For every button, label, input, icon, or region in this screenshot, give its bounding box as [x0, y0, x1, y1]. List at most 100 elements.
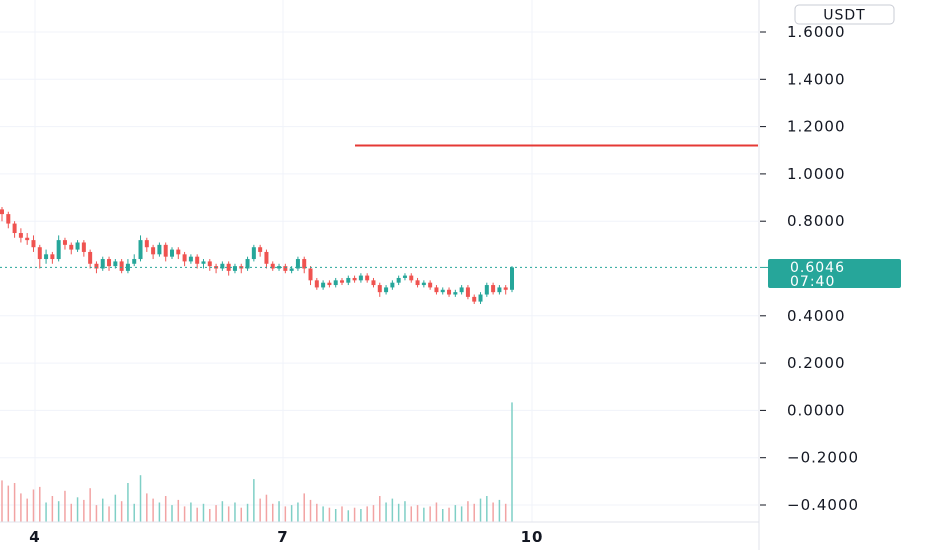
candle: [176, 247, 181, 260]
volume-bar: [271, 503, 274, 522]
candle: [258, 244, 263, 257]
volume-bar: [360, 509, 362, 522]
volume-bar: [190, 502, 192, 522]
volume-bar: [158, 502, 161, 522]
candle: [69, 242, 74, 255]
candle: [434, 285, 439, 295]
candle: [220, 261, 225, 271]
volume-bar: [183, 506, 186, 522]
volume-bar: [139, 475, 142, 522]
volume-bar: [164, 496, 167, 522]
volume-bar: [467, 501, 469, 522]
volume-bar: [152, 498, 154, 522]
candle: [314, 277, 319, 290]
volume-bar: [209, 509, 211, 522]
unit-badge[interactable]: USDT: [794, 4, 895, 25]
volume-bars: [1, 402, 513, 522]
volume-bar: [95, 505, 98, 522]
time-axis[interactable]: 4 7 10: [29, 528, 543, 546]
volume-bar: [83, 499, 85, 522]
candle: [195, 254, 200, 269]
countdown-timer: 07:40: [790, 274, 835, 290]
candle: [100, 256, 105, 271]
candle: [201, 259, 206, 269]
volume-bar: [221, 501, 224, 522]
grid-lines: [0, 0, 758, 522]
volume-bar: [492, 502, 494, 522]
x-tick-label: 10: [521, 528, 544, 546]
volume-bar: [259, 498, 261, 522]
volume-bar: [278, 501, 280, 522]
candle: [25, 233, 30, 245]
y-tick-label: 0.2000: [787, 354, 846, 372]
candle: [440, 287, 445, 295]
volume-bar: [196, 507, 198, 522]
volume-bar: [404, 501, 406, 522]
price-axis[interactable]: 1.6000 1.4000 1.2000 1.0000 0.8000 0.4000 0.20…: [760, 23, 859, 514]
volume-bar: [146, 493, 148, 522]
volume-bar: [227, 506, 230, 522]
candle: [0, 207, 4, 222]
volume-bar: [334, 509, 337, 522]
volume-bar: [328, 507, 331, 522]
candle: [371, 277, 376, 288]
candle: [358, 273, 363, 283]
volume-bar: [70, 503, 73, 522]
current-price-value: 0.6046: [790, 260, 845, 276]
candle: [245, 256, 250, 271]
candle: [157, 242, 162, 257]
candle: [18, 228, 23, 243]
candle: [377, 282, 382, 297]
volume-bar: [297, 502, 299, 522]
candle: [321, 280, 326, 290]
volume-bar: [511, 402, 513, 522]
volume-bar: [454, 505, 457, 522]
candle: [365, 273, 370, 283]
volume-bar: [215, 505, 217, 522]
candles: [0, 207, 514, 304]
y-tick-label: −0.4000: [787, 496, 859, 514]
y-tick-label: 1.0000: [787, 165, 846, 183]
y-tick-label: 1.4000: [787, 70, 846, 88]
y-tick-label: 1.2000: [787, 118, 846, 136]
candle: [277, 263, 282, 271]
candle: [402, 273, 407, 281]
candle: [251, 244, 256, 262]
candle: [119, 259, 124, 274]
volume-bar: [76, 497, 79, 522]
volume-bar: [498, 499, 501, 522]
candle: [409, 273, 414, 283]
volume-bar: [316, 503, 318, 522]
volume-bar: [372, 505, 375, 522]
candle: [302, 256, 307, 274]
volume-bar: [57, 501, 60, 522]
candle: [214, 263, 219, 274]
volume-bar: [479, 498, 482, 522]
candle: [384, 285, 389, 295]
candle: [151, 244, 156, 260]
volume-bar: [309, 499, 312, 522]
candle: [428, 280, 433, 290]
volume-bar: [127, 483, 129, 522]
volume-bar: [347, 510, 350, 522]
volume-bar: [246, 503, 249, 522]
candle: [421, 280, 426, 288]
candle: [81, 240, 86, 257]
volume-bar: [473, 503, 475, 522]
volume-bar: [397, 503, 400, 522]
volume-bar: [391, 498, 394, 522]
candle: [107, 256, 112, 271]
candle: [491, 282, 496, 295]
candle: [188, 254, 193, 264]
volume-bar: [13, 483, 16, 522]
candle: [503, 285, 508, 295]
volume-bar: [171, 505, 173, 522]
candle: [415, 277, 420, 288]
candle: [453, 289, 458, 297]
candle: [44, 249, 49, 264]
volume-bar: [234, 502, 236, 522]
candle: [62, 237, 67, 250]
candle: [308, 266, 313, 286]
volume-bar: [441, 509, 444, 522]
